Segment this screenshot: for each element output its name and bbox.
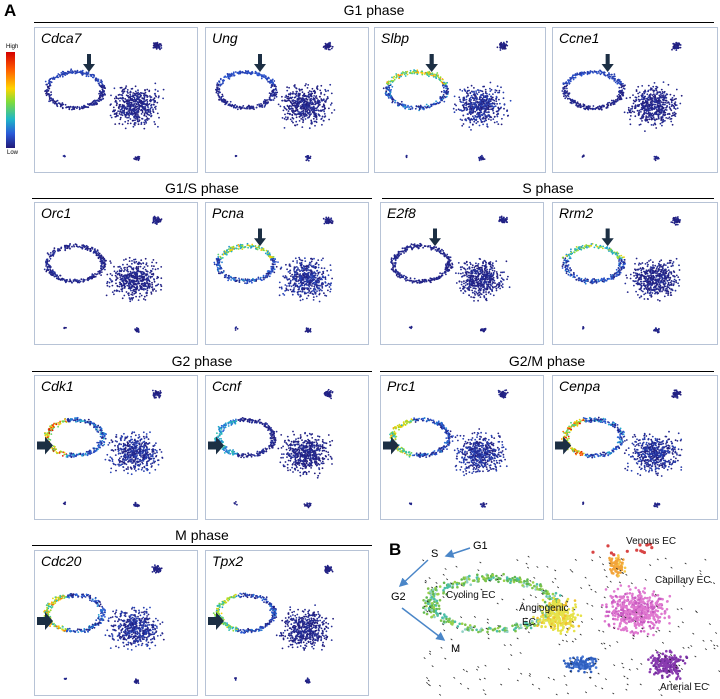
- indicator-arrow-down: [83, 54, 95, 72]
- umap-scatter: [382, 40, 512, 162]
- indicator-arrow-down: [601, 54, 614, 72]
- gene-label: Ccnf: [212, 378, 241, 394]
- gene-label: Slbp: [381, 30, 410, 46]
- panel-b-label: B: [389, 540, 402, 559]
- feature-plot-tpx2: Tpx2: [205, 550, 369, 696]
- indicator-arrow-right: [37, 436, 53, 455]
- velocity-umap-svg: [422, 542, 720, 697]
- feature-plot-prc1: Prc1: [380, 375, 544, 520]
- gene-label: Cdk1: [41, 378, 74, 394]
- gene-label: Tpx2: [212, 553, 244, 569]
- legend-high-label: High: [6, 44, 19, 50]
- umap-scatter: [390, 215, 511, 333]
- cycle-label-m: M: [451, 643, 461, 655]
- feature-plot-cdca7: Cdca7: [34, 27, 198, 173]
- indicator-arrow-right: [555, 436, 572, 455]
- indicator-arrow-down: [254, 228, 266, 247]
- umap-scatter: [208, 564, 334, 684]
- indicator-arrow-down: [429, 228, 441, 247]
- velocity-umap-plot: [382, 536, 720, 699]
- phase-title-g1s: G1/S phase: [165, 180, 239, 196]
- gene-label: Cenpa: [559, 378, 601, 394]
- umap-scatter: [37, 564, 165, 685]
- gene-label: Orc1: [41, 205, 72, 221]
- cluster-label-angiogenic-ec: EC: [522, 617, 536, 628]
- indicator-arrow-right: [208, 612, 224, 630]
- feature-plot-ccnf: Ccnf: [205, 375, 369, 520]
- panel-a-label: A: [4, 1, 17, 20]
- phase-title-s: S phase: [522, 180, 574, 196]
- cycle-label-g2: G2: [391, 591, 406, 603]
- feature-plot-orc1: Orc1: [34, 202, 198, 345]
- umap-scatter: [561, 41, 683, 162]
- arrow-g1-to-s: [444, 547, 471, 558]
- phase-title-m: M phase: [175, 527, 229, 543]
- phase-rule-g1s: [32, 198, 372, 199]
- gene-label: Ccne1: [559, 30, 600, 46]
- feature-plot-cenpa: Cenpa: [552, 375, 718, 520]
- cluster-label-venous: Venous EC: [626, 536, 677, 547]
- cluster-label-cycling: Cycling EC: [446, 590, 496, 601]
- gene-label: Prc1: [387, 378, 416, 394]
- phase-title-g1: G1 phase: [343, 2, 405, 18]
- phase-rule-g1: [34, 22, 714, 23]
- expression-color-scale: [6, 52, 15, 148]
- umap-scatter: [215, 41, 336, 162]
- umap-scatter: [383, 389, 509, 508]
- feature-plot-ccne1: Ccne1: [552, 27, 718, 173]
- cycle-arrows: [398, 547, 471, 641]
- umap-scatter: [555, 389, 683, 508]
- feature-plot-pcna: Pcna: [205, 202, 369, 345]
- feature-plot-rrm2: Rrm2: [552, 202, 718, 345]
- cluster-label-arterial: Arterial EC: [660, 682, 709, 693]
- indicator-arrow-down: [425, 54, 438, 72]
- legend-low-label: Low: [7, 150, 19, 156]
- phase-rule-g2m: [380, 371, 714, 372]
- phase-rule-g2: [32, 371, 372, 372]
- phase-title-g2m: G2/M phase: [508, 353, 586, 369]
- phase-title-g2: G2 phase: [171, 353, 233, 369]
- phase-rule-s: [382, 198, 714, 199]
- indicator-arrow-down: [601, 228, 614, 247]
- feature-plot-cdc20: Cdc20: [34, 550, 198, 696]
- feature-plot-e2f8: E2f8: [380, 202, 544, 345]
- umap-scatter: [44, 41, 165, 162]
- cluster-label-angiogenic: Angiogenic: [519, 603, 569, 614]
- arrow-g2-to-m: [401, 607, 446, 641]
- gene-label: Cdca7: [41, 30, 82, 46]
- gene-label: Ung: [212, 30, 238, 46]
- umap-scatter: [43, 215, 163, 333]
- phase-rule-m: [32, 545, 372, 546]
- feature-plot-ung: Ung: [205, 27, 369, 173]
- umap-scatter: [208, 388, 334, 509]
- umap-scatter: [561, 216, 682, 334]
- indicator-arrow-down: [254, 54, 266, 72]
- feature-plot-slbp: Slbp: [374, 27, 546, 173]
- umap-scatter: [213, 216, 334, 333]
- arrow-s-to-g2: [398, 559, 429, 588]
- indicator-arrow-right: [37, 612, 53, 630]
- cycle-label-g1: G1: [473, 540, 488, 552]
- gene-label: Pcna: [212, 205, 244, 221]
- cycle-label-s: S: [431, 548, 439, 560]
- feature-plot-cdk1: Cdk1: [34, 375, 198, 520]
- gene-label: Cdc20: [41, 553, 82, 569]
- gene-label: Rrm2: [559, 205, 594, 221]
- indicator-arrow-right: [208, 436, 224, 455]
- indicator-arrow-right: [383, 436, 399, 455]
- gene-label: E2f8: [387, 205, 416, 221]
- cluster-label-capillary: Capillary EC: [655, 575, 711, 586]
- umap-scatter: [37, 389, 164, 508]
